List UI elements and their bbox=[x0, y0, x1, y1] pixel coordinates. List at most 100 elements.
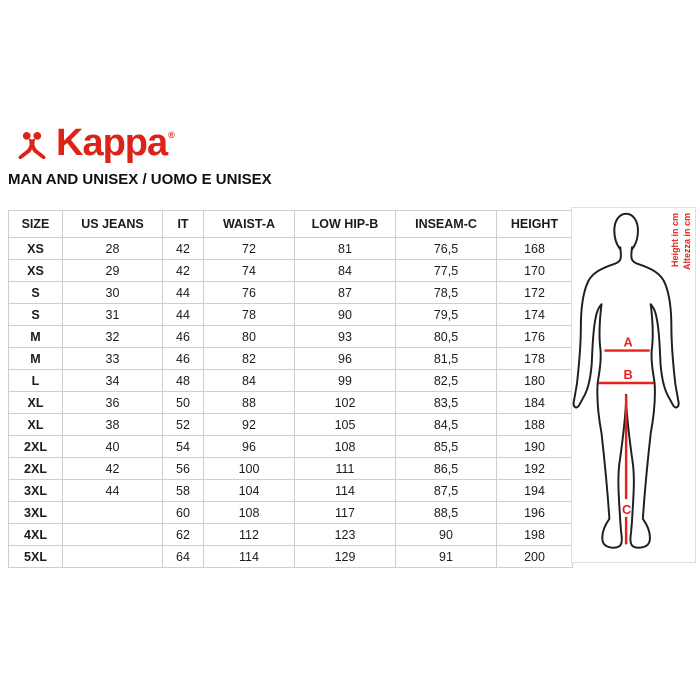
altezza-in-cm-vertical-label: Altezza in cm bbox=[682, 213, 692, 271]
value-cell: 196 bbox=[496, 501, 573, 524]
value-cell: 44 bbox=[162, 281, 204, 304]
value-cell: 84 bbox=[203, 369, 295, 392]
value-cell: 123 bbox=[294, 523, 396, 546]
column-header: IT bbox=[162, 210, 204, 238]
value-cell: 112 bbox=[203, 523, 295, 546]
value-cell: 44 bbox=[162, 303, 204, 326]
value-cell: 62 bbox=[162, 523, 204, 546]
table-row: XL 38 52 92 105 84,5 188 bbox=[8, 413, 573, 436]
value-cell: 29 bbox=[62, 259, 163, 282]
value-cell bbox=[62, 501, 163, 524]
value-cell: 60 bbox=[162, 501, 204, 524]
value-cell: 88 bbox=[203, 391, 295, 414]
table-row: 3XL 60 108 117 88,5 196 bbox=[8, 501, 573, 524]
value-cell: 28 bbox=[62, 237, 163, 260]
value-cell: 42 bbox=[162, 259, 204, 282]
table-row: 2XL 40 54 96 108 85,5 190 bbox=[8, 435, 573, 458]
size-cell: 3XL bbox=[8, 501, 63, 524]
value-cell: 87,5 bbox=[395, 479, 497, 502]
size-cell: XL bbox=[8, 413, 63, 436]
value-cell: 46 bbox=[162, 325, 204, 348]
value-cell: 46 bbox=[162, 347, 204, 370]
value-cell: 86,5 bbox=[395, 457, 497, 480]
value-cell: 108 bbox=[203, 501, 295, 524]
size-cell: 5XL bbox=[8, 545, 63, 568]
value-cell: 87 bbox=[294, 281, 396, 304]
height-in-cm-vertical-label: Height in cm bbox=[670, 213, 680, 268]
value-cell: 93 bbox=[294, 325, 396, 348]
value-cell: 90 bbox=[395, 523, 497, 546]
value-cell: 96 bbox=[203, 435, 295, 458]
value-cell: 54 bbox=[162, 435, 204, 458]
value-cell: 172 bbox=[496, 281, 573, 304]
value-cell: 104 bbox=[203, 479, 295, 502]
value-cell: 58 bbox=[162, 479, 204, 502]
value-cell: 111 bbox=[294, 457, 396, 480]
value-cell: 198 bbox=[496, 523, 573, 546]
value-cell: 129 bbox=[294, 545, 396, 568]
value-cell: 168 bbox=[496, 237, 573, 260]
value-cell: 114 bbox=[294, 479, 396, 502]
value-cell: 78 bbox=[203, 303, 295, 326]
value-cell: 84 bbox=[294, 259, 396, 282]
value-cell: 80 bbox=[203, 325, 295, 348]
size-cell: XS bbox=[8, 237, 63, 260]
kappa-logo: Kappa ® bbox=[10, 122, 175, 164]
value-cell: 99 bbox=[294, 369, 396, 392]
table-row: 3XL 44 58 104 114 87,5 194 bbox=[8, 479, 573, 502]
table-row: S 31 44 78 90 79,5 174 bbox=[8, 303, 573, 326]
value-cell: 74 bbox=[203, 259, 295, 282]
value-cell: 31 bbox=[62, 303, 163, 326]
size-cell: XS bbox=[8, 259, 63, 282]
label-c: C bbox=[622, 502, 631, 517]
kappa-wordmark: Kappa bbox=[56, 122, 168, 164]
table-header: SIZE US JEANS IT WAIST-A LOW HIP-B INSEAM-C HE… bbox=[8, 210, 573, 238]
size-cell: S bbox=[8, 281, 63, 304]
value-cell: 82,5 bbox=[395, 369, 497, 392]
size-chart-table: SIZE US JEANS IT WAIST-A LOW HIP-B INSEAM-C HE… bbox=[8, 210, 573, 568]
value-cell: 82 bbox=[203, 347, 295, 370]
size-cell: 3XL bbox=[8, 479, 63, 502]
value-cell: 79,5 bbox=[395, 303, 497, 326]
column-header: US JEANS bbox=[62, 210, 163, 238]
value-cell: 33 bbox=[62, 347, 163, 370]
header-row: SIZE US JEANS IT WAIST-A LOW HIP-B INSEAM-C HE… bbox=[8, 210, 573, 238]
column-header: LOW HIP-B bbox=[294, 210, 396, 238]
table-row: 4XL 62 112 123 90 198 bbox=[8, 523, 573, 546]
label-a: A bbox=[623, 335, 632, 350]
table-row: M 33 46 82 96 81,5 178 bbox=[8, 347, 573, 370]
value-cell: 34 bbox=[62, 369, 163, 392]
value-cell: 90 bbox=[294, 303, 396, 326]
value-cell: 42 bbox=[62, 457, 163, 480]
value-cell: 108 bbox=[294, 435, 396, 458]
value-cell: 64 bbox=[162, 545, 204, 568]
value-cell: 40 bbox=[62, 435, 163, 458]
value-cell: 200 bbox=[496, 545, 573, 568]
value-cell: 48 bbox=[162, 369, 204, 392]
value-cell: 100 bbox=[203, 457, 295, 480]
value-cell: 50 bbox=[162, 391, 204, 414]
value-cell bbox=[62, 523, 163, 546]
value-cell: 84,5 bbox=[395, 413, 497, 436]
value-cell: 105 bbox=[294, 413, 396, 436]
table-row: 2XL 42 56 100 111 86,5 192 bbox=[8, 457, 573, 480]
value-cell: 77,5 bbox=[395, 259, 497, 282]
value-cell: 92 bbox=[203, 413, 295, 436]
value-cell: 91 bbox=[395, 545, 497, 568]
value-cell: 180 bbox=[496, 369, 573, 392]
table-row: XS 29 42 74 84 77,5 170 bbox=[8, 259, 573, 282]
value-cell: 76,5 bbox=[395, 237, 497, 260]
value-cell: 81 bbox=[294, 237, 396, 260]
size-cell: XL bbox=[8, 391, 63, 414]
value-cell: 78,5 bbox=[395, 281, 497, 304]
value-cell: 81,5 bbox=[395, 347, 497, 370]
value-cell: 72 bbox=[203, 237, 295, 260]
value-cell: 178 bbox=[496, 347, 573, 370]
column-header: WAIST-A bbox=[203, 210, 295, 238]
value-cell: 83,5 bbox=[395, 391, 497, 414]
size-cell: 2XL bbox=[8, 457, 63, 480]
value-cell: 184 bbox=[496, 391, 573, 414]
value-cell: 80,5 bbox=[395, 325, 497, 348]
value-cell: 170 bbox=[496, 259, 573, 282]
